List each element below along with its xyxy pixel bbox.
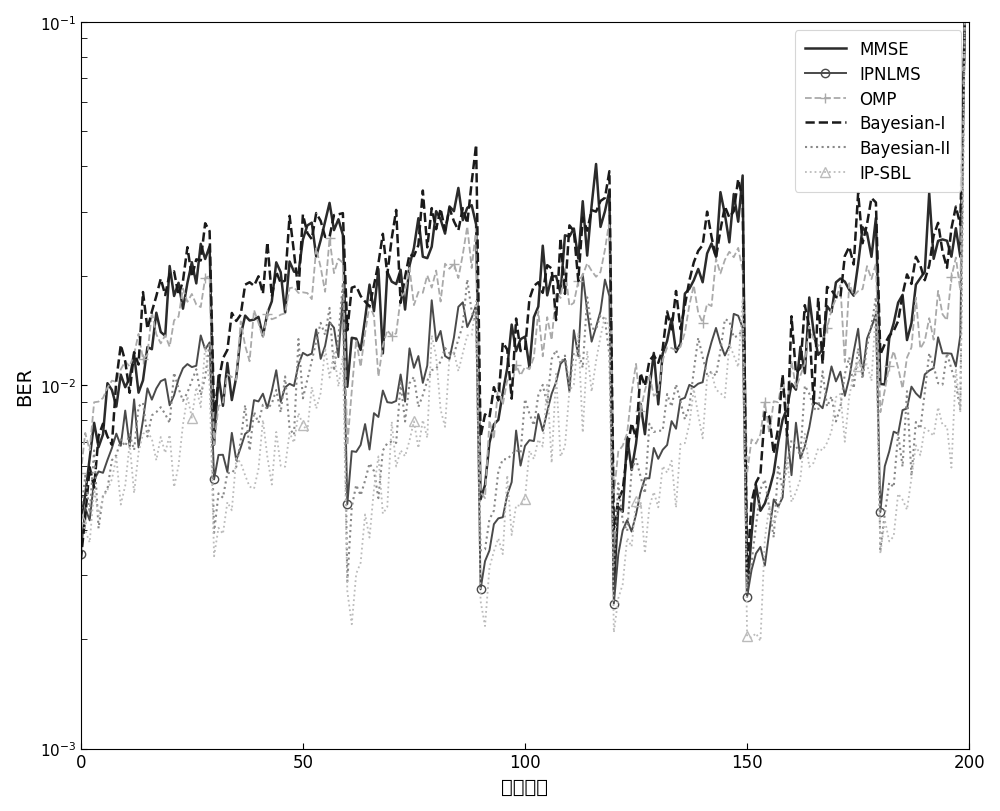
OMP [959, 18, 971, 28]
IPNLMS [959, 18, 971, 28]
OMP [919, 337, 931, 346]
Line: OMP: OMP [76, 18, 970, 504]
IPNLMS [888, 427, 900, 437]
IPNLMS [239, 430, 251, 440]
MMSE [128, 350, 140, 359]
IP-SBL [959, 18, 971, 28]
IP-SBL [919, 423, 931, 433]
MMSE [919, 268, 931, 277]
Bayesian-I [919, 276, 931, 285]
IP-SBL [310, 404, 322, 414]
Bayesian-II [888, 483, 900, 492]
MMSE [75, 515, 87, 525]
MMSE [959, 18, 971, 28]
Y-axis label: BER: BER [15, 367, 34, 406]
IPNLMS [128, 395, 140, 405]
Bayesian-II [919, 388, 931, 398]
MMSE [310, 252, 322, 262]
Bayesian-II [75, 510, 87, 520]
MMSE [888, 319, 900, 328]
Line: Bayesian-II: Bayesian-II [81, 23, 965, 586]
Bayesian-II [239, 401, 251, 410]
Line: Bayesian-I: Bayesian-I [81, 23, 965, 572]
IP-SBL [239, 471, 251, 481]
Bayesian-I [888, 327, 900, 337]
Bayesian-I [128, 348, 140, 358]
Legend: MMSE, IPNLMS, OMP, Bayesian-I, Bayesian-II, IP-SBL: MMSE, IPNLMS, OMP, Bayesian-I, Bayesian-… [795, 31, 961, 192]
IPNLMS [919, 370, 931, 380]
OMP [888, 347, 900, 357]
Bayesian-I [310, 209, 322, 219]
IP-SBL [75, 513, 87, 523]
IPNLMS [110, 429, 122, 439]
IPNLMS [75, 550, 87, 560]
MMSE [741, 590, 753, 599]
Bayesian-I [239, 281, 251, 290]
Bayesian-II [741, 581, 753, 590]
Line: MMSE: MMSE [81, 23, 965, 594]
Bayesian-II [128, 445, 140, 455]
MMSE [110, 402, 122, 412]
IP-SBL [888, 532, 900, 542]
OMP [128, 350, 140, 359]
IPNLMS [608, 599, 620, 609]
OMP [75, 469, 87, 478]
OMP [310, 244, 322, 254]
IP-SBL [110, 453, 122, 462]
X-axis label: 子块索引: 子块索引 [501, 777, 548, 796]
Bayesian-II [310, 337, 322, 346]
Bayesian-I [741, 567, 753, 577]
Bayesian-I [75, 556, 87, 565]
OMP [239, 341, 251, 351]
Bayesian-I [110, 375, 122, 385]
Bayesian-I [959, 18, 971, 28]
IP-SBL [754, 637, 766, 646]
Line: IPNLMS: IPNLMS [77, 19, 969, 608]
IP-SBL [128, 489, 140, 499]
OMP [110, 377, 122, 387]
OMP [479, 494, 491, 504]
IPNLMS [310, 325, 322, 335]
Bayesian-II [110, 451, 122, 461]
Line: IP-SBL: IP-SBL [76, 18, 970, 646]
MMSE [239, 311, 251, 321]
Bayesian-II [959, 18, 971, 28]
